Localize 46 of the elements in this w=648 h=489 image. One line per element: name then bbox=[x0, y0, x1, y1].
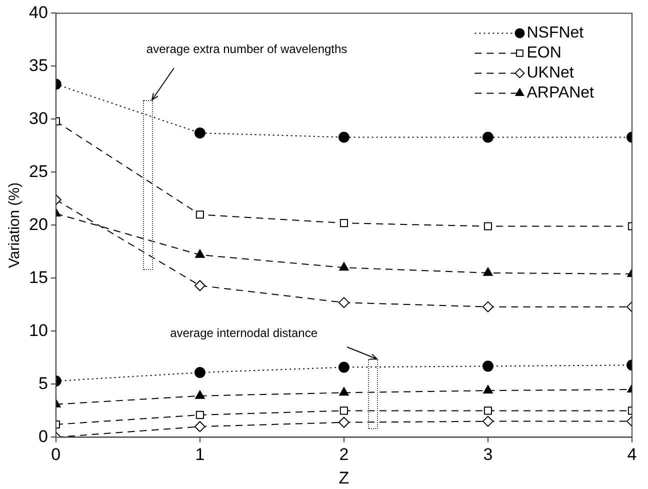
point bbox=[196, 410, 204, 419]
x-tick-label: 2 bbox=[339, 445, 349, 464]
x-axis-title: Z bbox=[338, 468, 350, 488]
point bbox=[482, 416, 494, 427]
y-tick-label: 40 bbox=[28, 2, 48, 22]
legend-label: EON bbox=[526, 44, 562, 62]
point bbox=[194, 280, 206, 292]
point bbox=[338, 416, 350, 428]
point bbox=[482, 132, 494, 143]
y-tick-label: 0 bbox=[38, 426, 48, 446]
point bbox=[338, 132, 350, 143]
point bbox=[483, 267, 493, 276]
point bbox=[339, 387, 349, 396]
y-tick-label: 15 bbox=[28, 268, 48, 287]
y-tick-label: 20 bbox=[28, 214, 48, 234]
point bbox=[482, 301, 494, 312]
point bbox=[338, 362, 350, 373]
legend-label: UKNet bbox=[526, 64, 574, 82]
x-tick-label: 0 bbox=[51, 445, 61, 464]
y-tick-label: 35 bbox=[28, 56, 48, 75]
point bbox=[484, 222, 492, 230]
point bbox=[194, 367, 206, 378]
y-tick-label: 25 bbox=[28, 162, 48, 181]
annotation: average extra number of wavelengths bbox=[146, 42, 348, 56]
point bbox=[339, 262, 349, 271]
point bbox=[340, 219, 348, 228]
x-tick-label: 4 bbox=[627, 445, 637, 464]
x-tick-label: 3 bbox=[483, 445, 493, 464]
point bbox=[482, 360, 494, 372]
point bbox=[338, 297, 350, 308]
point bbox=[340, 406, 348, 415]
y-tick-label: 30 bbox=[28, 108, 48, 128]
point bbox=[194, 127, 206, 138]
point bbox=[195, 249, 205, 258]
annotation: average internodal distance bbox=[170, 326, 318, 340]
point bbox=[483, 385, 493, 394]
point bbox=[195, 390, 205, 399]
point bbox=[484, 406, 492, 415]
y-tick-label: 5 bbox=[38, 374, 48, 393]
y-tick-label: 10 bbox=[28, 320, 48, 340]
point bbox=[196, 210, 204, 219]
y-axis-title: Variation (%) bbox=[6, 182, 24, 268]
legend-label: ARPANet bbox=[526, 84, 595, 102]
x-tick-label: 1 bbox=[195, 445, 205, 464]
point bbox=[194, 421, 206, 432]
legend-label: NSFNet bbox=[526, 24, 584, 42]
